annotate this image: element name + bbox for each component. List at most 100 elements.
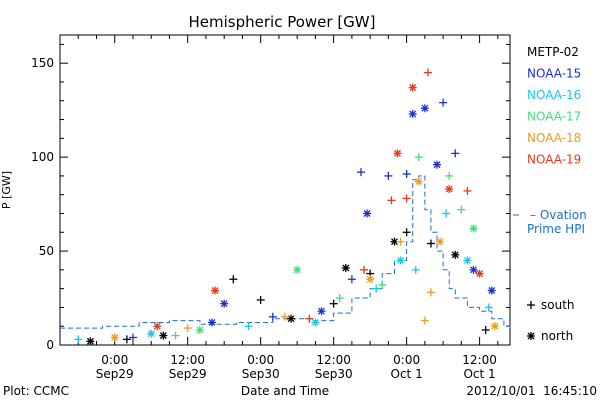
data-point bbox=[293, 265, 302, 274]
data-point bbox=[387, 196, 396, 205]
data-point bbox=[256, 295, 265, 304]
data-point bbox=[457, 205, 466, 214]
data-point bbox=[475, 269, 484, 278]
data-point bbox=[408, 83, 417, 92]
marker-legend-label: north bbox=[541, 329, 573, 343]
marker-stroke bbox=[470, 225, 477, 232]
plot-timestamp: 2012/10/01 16:45:10 bbox=[466, 384, 597, 398]
data-point bbox=[445, 185, 454, 194]
data-point bbox=[366, 275, 375, 284]
marker-stroke bbox=[311, 318, 319, 326]
x-tick-label-date: Sep30 bbox=[242, 367, 280, 381]
data-point bbox=[484, 303, 493, 312]
x-tick-label-date: Sep30 bbox=[315, 367, 353, 381]
data-point bbox=[469, 224, 478, 233]
x-axis-label: Date and Time bbox=[241, 384, 329, 398]
data-point bbox=[442, 209, 451, 218]
data-point bbox=[433, 160, 442, 169]
ovation-line bbox=[60, 175, 511, 330]
data-point bbox=[426, 288, 435, 297]
data-point bbox=[208, 318, 217, 327]
chart-title: Hemispheric Power [GW] bbox=[189, 13, 376, 31]
marker-stroke bbox=[318, 307, 325, 315]
marker-stroke bbox=[488, 287, 496, 294]
data-point bbox=[363, 209, 372, 218]
marker-legend-symbol bbox=[527, 301, 535, 309]
data-point bbox=[281, 312, 289, 321]
marker-stroke bbox=[208, 318, 216, 326]
data-point bbox=[229, 275, 238, 284]
plot-credit: Plot: CCMC bbox=[3, 384, 69, 398]
data-point bbox=[317, 307, 326, 316]
data-point bbox=[357, 168, 366, 177]
x-tick-label-date: Sep29 bbox=[96, 367, 134, 381]
x-tick-label-time: 12:00 bbox=[170, 353, 205, 367]
marker-stroke bbox=[433, 161, 441, 169]
ovation-hpi-line bbox=[60, 175, 511, 330]
data-point bbox=[287, 314, 296, 323]
marker-stroke bbox=[421, 104, 429, 112]
data-point bbox=[372, 284, 381, 293]
marker-stroke bbox=[342, 264, 350, 272]
data-point bbox=[414, 177, 423, 186]
marker-stroke bbox=[409, 110, 417, 118]
marker-legend-symbol bbox=[527, 332, 535, 340]
y-tick-label: 0 bbox=[46, 338, 54, 352]
data-point bbox=[411, 265, 420, 274]
data-point bbox=[335, 294, 344, 303]
y-tick-label: 50 bbox=[39, 244, 54, 258]
marker-stroke bbox=[220, 300, 228, 308]
ovation-legend-line1: – Ovation bbox=[530, 208, 587, 222]
data-point bbox=[402, 228, 411, 237]
data-point bbox=[436, 237, 445, 246]
marker-stroke bbox=[476, 270, 484, 278]
legend-entry: NOAA-18 bbox=[527, 131, 581, 145]
marker-stroke bbox=[366, 275, 374, 283]
data-point bbox=[159, 331, 168, 340]
data-markers bbox=[74, 68, 499, 346]
y-tick-label: 150 bbox=[31, 56, 54, 70]
data-point bbox=[463, 186, 472, 195]
data-point bbox=[384, 171, 393, 180]
marker-stroke bbox=[415, 178, 423, 186]
series-legend: METP-02 NOAA-15 NOAA-16 NOAA-17 NOAA-18 NOAA-… bbox=[527, 45, 581, 167]
data-point bbox=[211, 286, 220, 295]
data-point bbox=[396, 237, 405, 246]
x-axis: 0:00Sep2912:00Sep290:00Sep3012:00Sep300:… bbox=[59, 35, 499, 381]
data-point bbox=[341, 263, 350, 272]
data-point bbox=[110, 333, 119, 342]
legend-entry: NOAA-19 bbox=[527, 153, 581, 167]
data-point bbox=[147, 329, 156, 338]
marker-stroke bbox=[436, 238, 444, 246]
data-point bbox=[463, 256, 472, 265]
marker-stroke bbox=[153, 322, 161, 330]
data-point bbox=[469, 265, 478, 274]
data-point bbox=[195, 325, 204, 334]
x-tick-label-time: 0:00 bbox=[101, 353, 128, 367]
marker-stroke bbox=[394, 149, 401, 157]
data-point bbox=[445, 171, 454, 180]
data-point bbox=[420, 316, 429, 325]
data-point bbox=[487, 286, 496, 295]
data-point bbox=[423, 68, 432, 77]
marker-stroke bbox=[111, 334, 119, 341]
x-tick-label-time: 0:00 bbox=[393, 353, 420, 367]
data-point bbox=[268, 312, 277, 321]
data-point bbox=[86, 337, 95, 346]
data-point bbox=[408, 109, 417, 118]
y-axis: 0 50 100 150 bbox=[31, 43, 510, 352]
marker-legend-label: south bbox=[541, 298, 575, 312]
data-point bbox=[347, 275, 356, 284]
x-tick-label-date: Sep29 bbox=[169, 367, 207, 381]
marker-stroke bbox=[211, 287, 219, 294]
data-point bbox=[402, 170, 411, 179]
marker-stroke bbox=[363, 210, 371, 217]
data-point bbox=[360, 265, 369, 274]
marker-stroke bbox=[409, 84, 417, 92]
data-point bbox=[183, 324, 192, 333]
data-point bbox=[393, 149, 402, 158]
data-point bbox=[420, 104, 429, 113]
marker-stroke bbox=[491, 322, 499, 330]
x-tick-label-date: Oct 1 bbox=[463, 367, 495, 381]
